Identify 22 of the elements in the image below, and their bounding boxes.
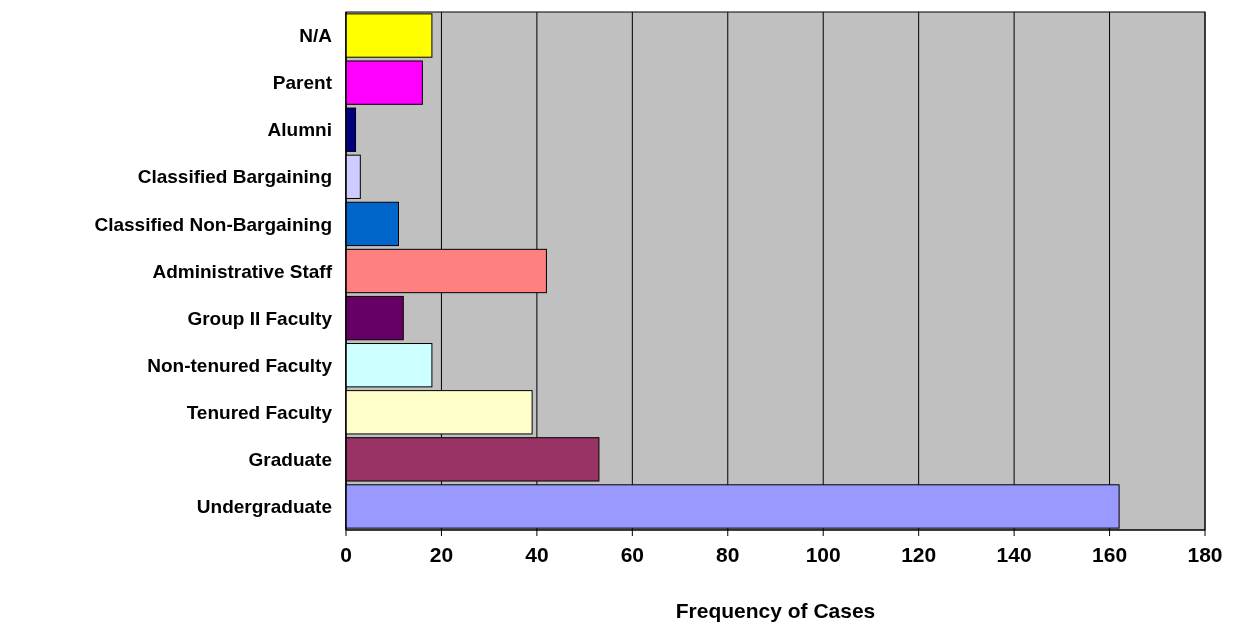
x-tick-label: 100	[805, 543, 841, 566]
x-tick-label: 60	[620, 543, 645, 566]
y-tick-label: Graduate	[248, 449, 332, 471]
x-tick-label: 140	[996, 543, 1032, 566]
y-tick-label: Classified Non-Bargaining	[94, 213, 332, 235]
y-tick-label: Parent	[272, 72, 333, 94]
x-tick-label: 0	[340, 543, 352, 566]
y-tick-label: Tenured Faculty	[186, 401, 333, 423]
x-tick-label: 40	[525, 543, 549, 566]
y-tick-label: Group II Faculty	[187, 307, 333, 329]
y-tick-label: Classified Bargaining	[137, 166, 332, 188]
y-tick-label: Alumni	[267, 119, 332, 141]
x-tick-label: 20	[429, 543, 454, 566]
y-tick-label: Undergraduate	[196, 496, 332, 518]
y-tick-label: Administrative Staff	[152, 260, 333, 282]
y-tick-label: N/A	[299, 25, 333, 47]
x-tick-label: 180	[1187, 543, 1223, 566]
x-tick-label: 160	[1092, 543, 1128, 566]
x-tick-label: 80	[716, 543, 740, 566]
y-tick-label: Non-tenured Faculty	[147, 354, 333, 376]
x-axis-title: Frequency of Cases	[675, 599, 876, 622]
x-tick-label: 120	[901, 543, 937, 566]
